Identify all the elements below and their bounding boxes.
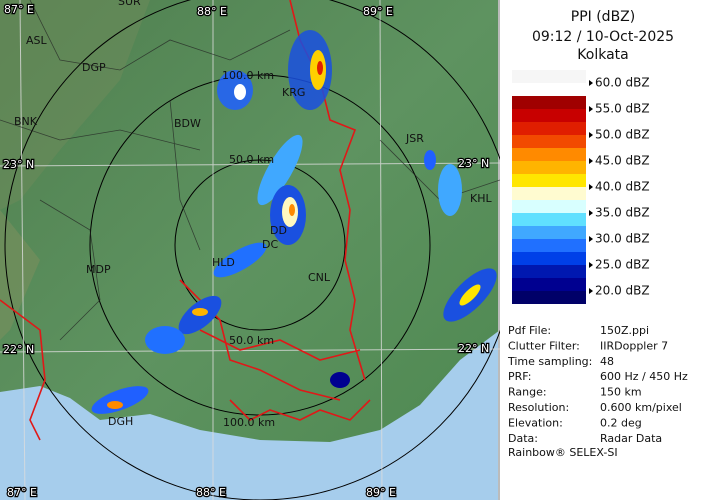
place-label: DC	[262, 238, 278, 251]
info-value: IIRDoppler 7	[600, 339, 668, 352]
legend-label: 40.0 dBZ	[595, 180, 650, 194]
legend-swatch	[512, 265, 586, 278]
map: SUR ASL DGP BNK BDW KRG JSR KHL DD DC HL…	[0, 0, 500, 500]
legend-tick	[589, 184, 593, 190]
info-key: Clutter Filter:	[508, 339, 580, 352]
grid-label: 89° E	[363, 5, 393, 18]
legend-label: 45.0 dBZ	[595, 154, 650, 168]
info-value: 0.2 deg	[600, 416, 642, 429]
legend-tick	[589, 262, 593, 268]
place-label: KHL	[470, 192, 492, 205]
panel-station: Kolkata	[577, 47, 628, 63]
info-key: Resolution:	[508, 401, 569, 414]
ring-label: 100.0 km	[223, 416, 275, 429]
place-label: HLD	[212, 256, 235, 269]
place-label: SUR	[118, 0, 141, 8]
place-label: BDW	[174, 117, 201, 130]
legend-tick	[589, 236, 593, 242]
grid-label: 89° E	[366, 486, 396, 499]
grid-label: 87° E	[7, 486, 37, 499]
grid-label: 87° E	[4, 3, 34, 16]
info-key: Data:	[508, 432, 538, 445]
legend-tick	[589, 106, 593, 112]
legend-swatch	[512, 200, 586, 213]
info-key: Time sampling:	[507, 355, 592, 368]
place-label: KRG	[282, 86, 305, 99]
place-label: DGP	[82, 61, 106, 74]
legend-tick	[589, 158, 593, 164]
legend-swatch	[512, 278, 586, 291]
legend-swatch	[512, 122, 586, 135]
legend-swatch	[512, 109, 586, 122]
legend-label: 30.0 dBZ	[595, 232, 650, 246]
info-key: Elevation:	[508, 416, 563, 429]
grid-label: 88° E	[196, 486, 226, 499]
legend-swatch	[512, 239, 586, 252]
side-panel: PPI (dBZ) 09:12 / 10-Oct-2025 Kolkata 60…	[507, 9, 688, 459]
panel-time: 09:12 / 10-Oct-2025	[532, 29, 674, 45]
legend-label: 50.0 dBZ	[595, 128, 650, 142]
place-label: MDP	[86, 263, 111, 276]
ring-label: 50.0 km	[229, 153, 274, 166]
legend-swatch	[512, 174, 586, 187]
info-value: Radar Data	[600, 432, 662, 445]
legend-swatch	[512, 70, 586, 83]
legend-tick	[589, 288, 593, 294]
info-key: Range:	[508, 386, 547, 399]
legend-swatch	[512, 213, 586, 226]
legend-swatch	[512, 96, 586, 109]
place-label: JSR	[405, 132, 424, 145]
legend-swatch	[512, 252, 586, 265]
grid-label: 88° E	[197, 5, 227, 18]
legend-label: 35.0 dBZ	[595, 206, 650, 220]
info-key: PRF:	[508, 370, 531, 383]
place-label: BNK	[14, 115, 38, 128]
info-value: 150Z.ppi	[600, 324, 649, 337]
panel-title: PPI (dBZ)	[571, 9, 635, 25]
legend-swatch	[512, 83, 586, 96]
legend-swatch	[512, 291, 586, 304]
legend-swatch	[512, 226, 586, 239]
legend-swatch	[512, 161, 586, 174]
info-value: 48	[600, 355, 614, 368]
legend-swatch	[512, 187, 586, 200]
legend-label: 20.0 dBZ	[595, 284, 650, 298]
place-label: DGH	[108, 415, 133, 428]
legend-label: 55.0 dBZ	[595, 102, 650, 116]
info-key: Pdf File:	[508, 324, 551, 337]
place-label: ASL	[26, 34, 48, 47]
legend-tick	[589, 210, 593, 216]
grid-label: 23° N	[3, 158, 34, 171]
footer: Rainbow® SELEX-SI	[508, 446, 618, 459]
legend-swatch	[512, 135, 586, 148]
legend-label: 60.0 dBZ	[595, 76, 650, 90]
legend-tick	[589, 80, 593, 86]
grid-label: 23° N	[458, 157, 489, 170]
place-label: CNL	[308, 271, 331, 284]
place-label: DD	[270, 224, 287, 237]
echoes	[91, 30, 497, 414]
legend-swatch	[512, 148, 586, 161]
grid-label: 22° N	[458, 342, 489, 355]
info-value: 150 km	[600, 386, 642, 399]
legend-tick	[589, 132, 593, 138]
ring-label: 50.0 km	[229, 334, 274, 347]
ring-label: 100.0 km	[222, 69, 274, 82]
info-value: 0.600 km/pixel	[600, 401, 682, 414]
grid-label: 22° N	[3, 343, 34, 356]
info-value: 600 Hz / 450 Hz	[600, 370, 688, 383]
legend-label: 25.0 dBZ	[595, 258, 650, 272]
